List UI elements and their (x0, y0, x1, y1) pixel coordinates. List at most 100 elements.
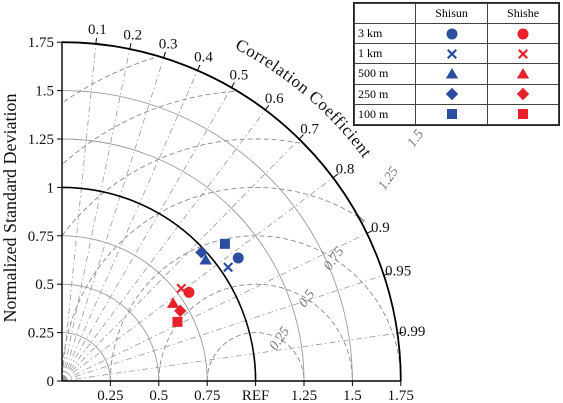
correlation-tick-label: 0.7 (300, 121, 319, 137)
rmsd-label: 1.25 (376, 165, 402, 194)
y-tick-label: 1.5 (35, 84, 54, 100)
correlation-tick-label: 0.8 (336, 162, 355, 178)
std-grid-arc (61, 138, 305, 382)
legend-column-shisun: Shisun (414, 3, 489, 24)
correlation-tick-mark (332, 173, 339, 179)
legend-marker-cell (487, 103, 559, 126)
legend-marker-diamond-icon (516, 87, 530, 101)
legend-marker-square-icon (446, 109, 457, 120)
std-grid-arc (61, 235, 208, 382)
correlation-tick-mark (264, 104, 270, 111)
correlation-tick-label: 0.99 (399, 324, 425, 340)
ref-std-arc (61, 186, 257, 382)
data-point-shishe-circle (183, 286, 195, 298)
correlation-tick-mark (230, 82, 235, 88)
correlation-grid-line (61, 177, 334, 382)
legend-marker-circle-icon (446, 28, 458, 40)
correlation-tick-label: 0.3 (159, 36, 178, 52)
legend-marker-cell (487, 63, 559, 85)
legend-row: 1 km (354, 43, 559, 65)
correlation-tick-label: 0.1 (88, 22, 107, 38)
data-point-shisun-x (223, 262, 234, 273)
correlation-grid-line (61, 87, 232, 382)
legend-marker-shape (518, 48, 529, 59)
legend-row-label: 3 km (354, 22, 416, 45)
legend-marker-shape (446, 28, 458, 40)
legend-marker-shape (445, 87, 458, 101)
legend-row-label: 500 m (354, 63, 416, 85)
legend-marker-cell (414, 103, 489, 126)
correlation-grid-line (61, 274, 384, 382)
correlation-tick-mark (298, 134, 304, 140)
rmsd-grid-arc (158, 283, 353, 381)
rmsd-grid-arc (63, 56, 157, 103)
legend-row-label: 250 m (354, 83, 416, 105)
correlation-tick-mark (397, 331, 404, 334)
correlation-tick-mark (197, 64, 201, 71)
points-layer (166, 238, 244, 327)
legend-marker-triangle-icon (516, 67, 530, 79)
legend-row: 250 m (354, 83, 559, 105)
data-point-shishe-diamond (174, 304, 187, 318)
correlation-grid-line (61, 70, 198, 382)
x-tick-label: 1.75 (388, 388, 414, 403)
correlation-grid-line (61, 48, 131, 382)
legend-marker-shape (518, 109, 529, 120)
rmsd-grid-arc (206, 332, 305, 381)
y-tick-label: 0.25 (28, 326, 54, 342)
x-tick-label: 1.25 (291, 388, 317, 403)
data-point-shishe-triangle (166, 297, 180, 308)
legend-marker-shape (445, 67, 458, 79)
correlation-tick-label: 0.2 (123, 27, 142, 43)
rmsd-label: 0.25 (267, 325, 293, 354)
y-axis-label: Normalized Standard Deviation (0, 94, 20, 323)
correlation-grid-line (61, 57, 165, 382)
legend-row: 500 m (354, 63, 559, 85)
rmsd-grid-arc (62, 90, 236, 164)
outer-arc (61, 41, 402, 382)
x-tick-label: 1.5 (343, 388, 362, 403)
y-tick-label: 1.75 (28, 35, 54, 51)
legend-marker-shape (517, 28, 529, 40)
correlation-tick-mark (95, 37, 97, 44)
legend-marker-cell (414, 83, 489, 105)
legend-marker-cell (414, 43, 489, 65)
legend-marker-square-icon (518, 109, 529, 120)
x-tick-label: REF (242, 388, 270, 403)
correlation-tick-mark (129, 43, 132, 50)
legend-row-label: 100 m (354, 103, 416, 126)
correlation-grid-line (61, 138, 300, 382)
correlation-tick-label: 0.5 (230, 68, 249, 84)
correlation-grid-line (61, 332, 398, 382)
legend-marker-x-icon (446, 48, 457, 59)
rmsd-label: 0.5 (296, 287, 318, 310)
legend-row-label: 1 km (354, 43, 416, 65)
data-point-shishe-square (172, 316, 183, 327)
correlation-grid-line (61, 109, 266, 382)
y-tick-label: 0.75 (28, 229, 54, 245)
data-point-shisun-triangle (199, 254, 212, 265)
legend: Shisun Shishe 3 km 1 km 500 m 250 m 100 m (353, 2, 560, 126)
legend-marker-cell (414, 63, 489, 85)
correlation-tick-mark (163, 51, 166, 58)
legend-marker-triangle-icon (445, 67, 458, 79)
correlation-tick-mark (383, 272, 390, 276)
correlation-grid-line (61, 43, 97, 382)
correlation-tick-label: 0.9 (371, 220, 390, 236)
data-point-shisun-circle (232, 252, 244, 264)
data-point-shishe-x (176, 283, 187, 294)
y-tick-label: 0.5 (35, 277, 54, 293)
y-tick-label: 1 (47, 180, 55, 196)
y-tick-label: 0 (47, 374, 55, 390)
legend-marker-shape (516, 67, 530, 79)
legend-marker-cell (487, 83, 559, 105)
x-tick-label: 0.25 (97, 388, 123, 403)
correlation-tick-label: 0.6 (265, 91, 284, 107)
legend-marker-diamond-icon (445, 87, 458, 101)
rmsd-grid-arc (109, 235, 402, 381)
legend-corner (354, 3, 416, 24)
legend-marker-cell (414, 22, 489, 45)
data-point-shisun-diamond (195, 246, 208, 259)
